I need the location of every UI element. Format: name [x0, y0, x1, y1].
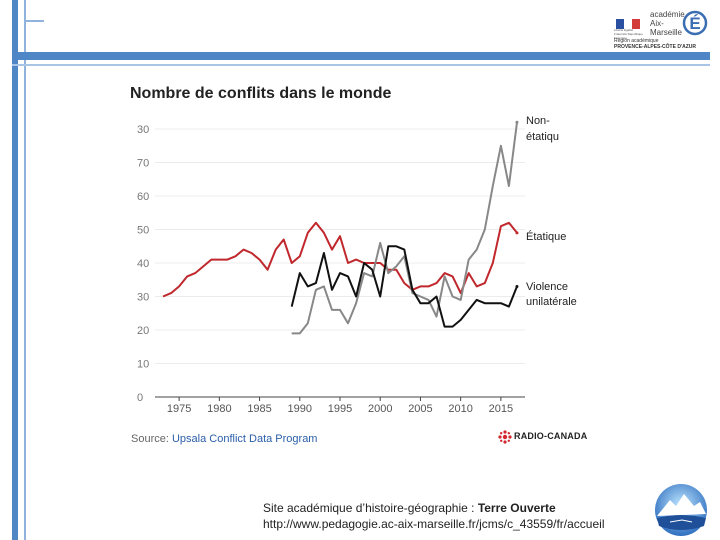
series-line-violence-unilaterale [290, 245, 518, 328]
region-text: Région académique PROVENCE-ALPES-CÔTE D'… [614, 38, 714, 50]
radio-canada-text: RADIO-CANADA [514, 431, 588, 441]
terre-ouverte-logo-icon [655, 484, 707, 536]
y-tick-label-70: 70 [137, 158, 149, 170]
chart-title: Nombre de conflits dans le monde [130, 85, 392, 102]
academy-e-logo-icon: É [682, 10, 708, 36]
source-prefix: Source: [131, 433, 172, 445]
footer-url[interactable]: http://www.pedagogie.ac-aix-marseille.fr… [263, 517, 605, 531]
region-line2: PROVENCE-ALPES-CÔTE D'AZUR [614, 44, 697, 50]
radio-canada-logo: RADIO-CANADA [498, 430, 598, 446]
french-flag-icon [616, 16, 640, 29]
legend-label-etatique-0: État [526, 230, 546, 243]
academy-logo: Liberté Égalité Fraternité République Fr… [612, 4, 712, 54]
footer-line1: Site académique d’histoire-géographie : … [263, 500, 604, 516]
republic-text: Liberté Égalité Fraternité République Fr… [614, 28, 643, 40]
left-thin-blue-bar [24, 0, 26, 540]
chart-source: Source: Upsala Conflict Data Program [131, 433, 317, 445]
top-accent-line [24, 20, 44, 22]
y-tick-label-20: 20 [137, 325, 149, 337]
series-line-non-etatique [291, 122, 518, 335]
y-tick-label-30: 30 [137, 292, 149, 304]
y-tick-label-50: 50 [137, 225, 149, 237]
legend-label-etatique-1: ique [546, 231, 567, 243]
series-end-point-etatique [515, 231, 519, 235]
y-tick-label-60: 60 [137, 191, 149, 203]
x-tick-label-2000: 2000 [368, 403, 392, 415]
series-end-point-violence-unilaterale [515, 284, 519, 288]
x-tick-label-1980: 1980 [207, 403, 231, 415]
radio-canada-gem-icon [498, 430, 512, 444]
y-tick-label-80: 30 [137, 124, 149, 136]
x-tick-label-1995: 1995 [328, 403, 352, 415]
source-link[interactable]: Upsala Conflict Data Program [171, 433, 318, 445]
y-tick-label-40: 40 [137, 258, 149, 270]
x-tick-label-2010: 2010 [448, 403, 472, 415]
footer-site-name: Terre Ouverte [477, 501, 556, 515]
footer-site-prefix: Site académique d’histoire-géographie : [263, 501, 478, 515]
series-end-point-non-etatique [515, 120, 519, 124]
x-tick-label-1990: 1990 [288, 403, 312, 415]
legend-label-non-etatique-1: étatiqu [526, 131, 559, 143]
y-tick-label-10: 10 [137, 359, 149, 371]
x-tick-label-2015: 2015 [489, 403, 513, 415]
x-tick-label-1975: 1975 [167, 403, 191, 415]
footer: Site académique d’histoire-géographie : … [263, 500, 604, 532]
y-tick-label-0: 0 [137, 392, 143, 404]
legend-label-non-etatique-0: Non- [526, 115, 550, 127]
series-line-etatique [162, 221, 518, 298]
svg-text:É: É [689, 14, 700, 33]
legend-label-violence-unilaterale-1: unilatérale [526, 296, 577, 308]
header-thin-blue-bar [12, 64, 710, 66]
x-tick-label-1985: 1985 [247, 403, 271, 415]
header-blue-bar [12, 52, 710, 60]
left-blue-bar [12, 0, 18, 540]
region-line1: Région académique [614, 38, 659, 44]
legend-label-violence-unilaterale-0: Violence [526, 281, 568, 293]
academy-text: académie Aix-Marseille [650, 10, 685, 37]
x-tick-label-2005: 2005 [408, 403, 432, 415]
